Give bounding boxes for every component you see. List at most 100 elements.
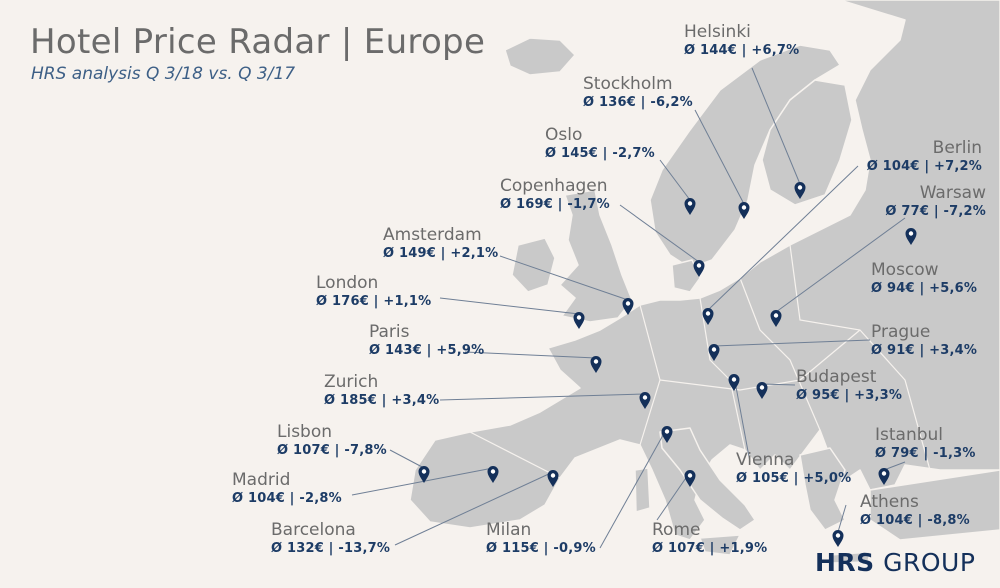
mainland-shape: [409, 0, 1000, 541]
map-pin-icon: [905, 228, 917, 245]
city-name: Stockholm: [583, 74, 673, 94]
ireland-shape: [511, 237, 556, 293]
city-name: Milan: [486, 520, 532, 540]
map-pin-icon: [702, 308, 714, 325]
city-name: Copenhagen: [500, 176, 608, 196]
city-label-istanbul: Istanbul Ø 79€ | -1,3%: [875, 425, 976, 463]
leader-line-athens: [837, 504, 847, 533]
page-subtitle: HRS analysis Q 3/18 vs. Q 3/17: [31, 64, 296, 84]
city-name: Prague: [871, 322, 931, 342]
city-name: Lisbon: [277, 422, 333, 442]
leader-line-zurich: [439, 393, 646, 401]
city-name: Moscow: [871, 260, 939, 280]
city-name: Istanbul: [875, 425, 944, 445]
iceland-shape: [504, 37, 576, 76]
city-stat: Ø 169€ | -1,7%: [500, 197, 610, 212]
map-pin-icon: [693, 260, 705, 277]
city-name: Amsterdam: [383, 225, 482, 245]
border-line: [659, 329, 861, 391]
greece-shape: [799, 447, 846, 531]
city-stat: Ø 91€ | +3,4%: [871, 343, 978, 358]
logo-suffix: GROUP: [874, 548, 976, 577]
map-pin-icon: [573, 312, 585, 329]
city-stat: Ø 95€ | +3,3%: [796, 388, 903, 403]
border-line: [739, 277, 821, 431]
city-label-prague: Prague Ø 91€ | +3,4%: [871, 322, 977, 360]
city-name: Berlin: [932, 138, 982, 158]
leader-line-amsterdam: [499, 255, 629, 301]
city-name: Helsinki: [684, 22, 751, 42]
leader-line-stockholm: [694, 109, 745, 205]
city-name: Madrid: [232, 470, 291, 490]
map-pin-icon: [639, 392, 651, 409]
turkey-shape: [869, 469, 1000, 541]
sicily-shape: [699, 534, 741, 556]
map-pin-icon: [728, 374, 740, 391]
leader-line-warsaw: [775, 217, 906, 313]
page-title: Hotel Price Radar | Europe: [30, 22, 486, 62]
city-label-lisbon: Lisbon Ø 107€ | -7,8%: [277, 422, 387, 460]
leader-line-oslo: [659, 159, 691, 201]
city-name: Rome: [652, 520, 701, 540]
city-name: Budapest: [796, 367, 877, 387]
city-stat: Ø 143€ | +5,9%: [369, 343, 485, 358]
leader-line-milan: [599, 427, 668, 549]
city-label-moscow: Moscow Ø 94€ | +5,6%: [871, 260, 977, 298]
city-name: London: [316, 273, 379, 293]
city-name: Barcelona: [271, 520, 356, 540]
city-stat: Ø 185€ | +3,4%: [324, 393, 440, 408]
city-stat: Ø 77€ | -7,2%: [885, 204, 986, 219]
map-pin-icon: [487, 466, 499, 483]
map-pin-icon: [418, 466, 430, 483]
city-label-helsinki: Helsinki Ø 144€ | +6,7%: [684, 22, 799, 60]
city-label-zurich: Zurich Ø 185€ | +3,4%: [324, 372, 439, 410]
leader-line-barcelona: [394, 471, 554, 546]
city-stat: Ø 104€ | -2,8%: [232, 491, 342, 506]
city-label-athens: Athens Ø 104€ | -8,8%: [860, 492, 970, 530]
city-stat: Ø 149€ | +2,1%: [383, 246, 499, 261]
leader-line-berlin: [707, 165, 859, 311]
city-label-warsaw: Warsaw Ø 77€ | -7,2%: [862, 183, 986, 221]
leader-line-prague: [713, 339, 871, 347]
city-label-budapest: Budapest Ø 95€ | +3,3%: [796, 367, 902, 405]
city-stat: Ø 105€ | +5,0%: [736, 471, 852, 486]
city-label-amsterdam: Amsterdam Ø 149€ | +2,1%: [383, 225, 498, 263]
finland-shape: [761, 79, 853, 206]
city-label-paris: Paris Ø 143€ | +5,9%: [369, 322, 484, 360]
leader-line-paris: [464, 351, 597, 359]
leader-line-helsinki: [751, 67, 801, 185]
map-pin-icon: [547, 470, 559, 487]
city-stat: Ø 107€ | -7,8%: [277, 443, 387, 458]
logo-brand: HRS: [815, 548, 875, 577]
border-line: [469, 431, 561, 479]
city-stat: Ø 104€ | +7,2%: [866, 159, 982, 174]
city-stat: Ø 79€ | -1,3%: [875, 446, 976, 461]
city-name: Zurich: [324, 372, 379, 392]
leader-line-rome: [656, 471, 691, 521]
city-label-barcelona: Barcelona Ø 132€ | -13,7%: [271, 520, 390, 558]
map-pin-icon: [684, 470, 696, 487]
map-pin-icon: [708, 344, 720, 361]
city-stat: Ø 94€ | +5,6%: [871, 281, 978, 296]
city-stat: Ø 176€ | +1,1%: [316, 294, 432, 309]
city-name: Athens: [860, 492, 919, 512]
map-pin-icon: [738, 202, 750, 219]
leader-line-copenhagen: [619, 204, 700, 263]
denmark-shape: [671, 259, 701, 293]
city-label-rome: Rome Ø 107€ | +1,9%: [652, 520, 767, 558]
city-name: Paris: [369, 322, 410, 342]
city-label-copenhagen: Copenhagen Ø 169€ | -1,7%: [500, 176, 610, 214]
city-label-stockholm: Stockholm Ø 136€ | -6,2%: [583, 74, 693, 112]
city-label-oslo: Oslo Ø 145€ | -2,7%: [545, 125, 655, 163]
map-pin-icon: [770, 310, 782, 327]
city-stat: Ø 144€ | +6,7%: [684, 43, 800, 58]
map-pin-icon: [622, 298, 634, 315]
city-stat: Ø 136€ | -6,2%: [583, 95, 693, 110]
map-pin-icon: [661, 426, 673, 443]
leader-line-istanbul: [883, 461, 906, 471]
map-pin-icon: [794, 182, 806, 199]
city-stat: Ø 132€ | -13,7%: [271, 541, 391, 556]
map-pin-icon: [756, 382, 768, 399]
city-label-vienna: Vienna Ø 105€ | +5,0%: [736, 450, 851, 488]
